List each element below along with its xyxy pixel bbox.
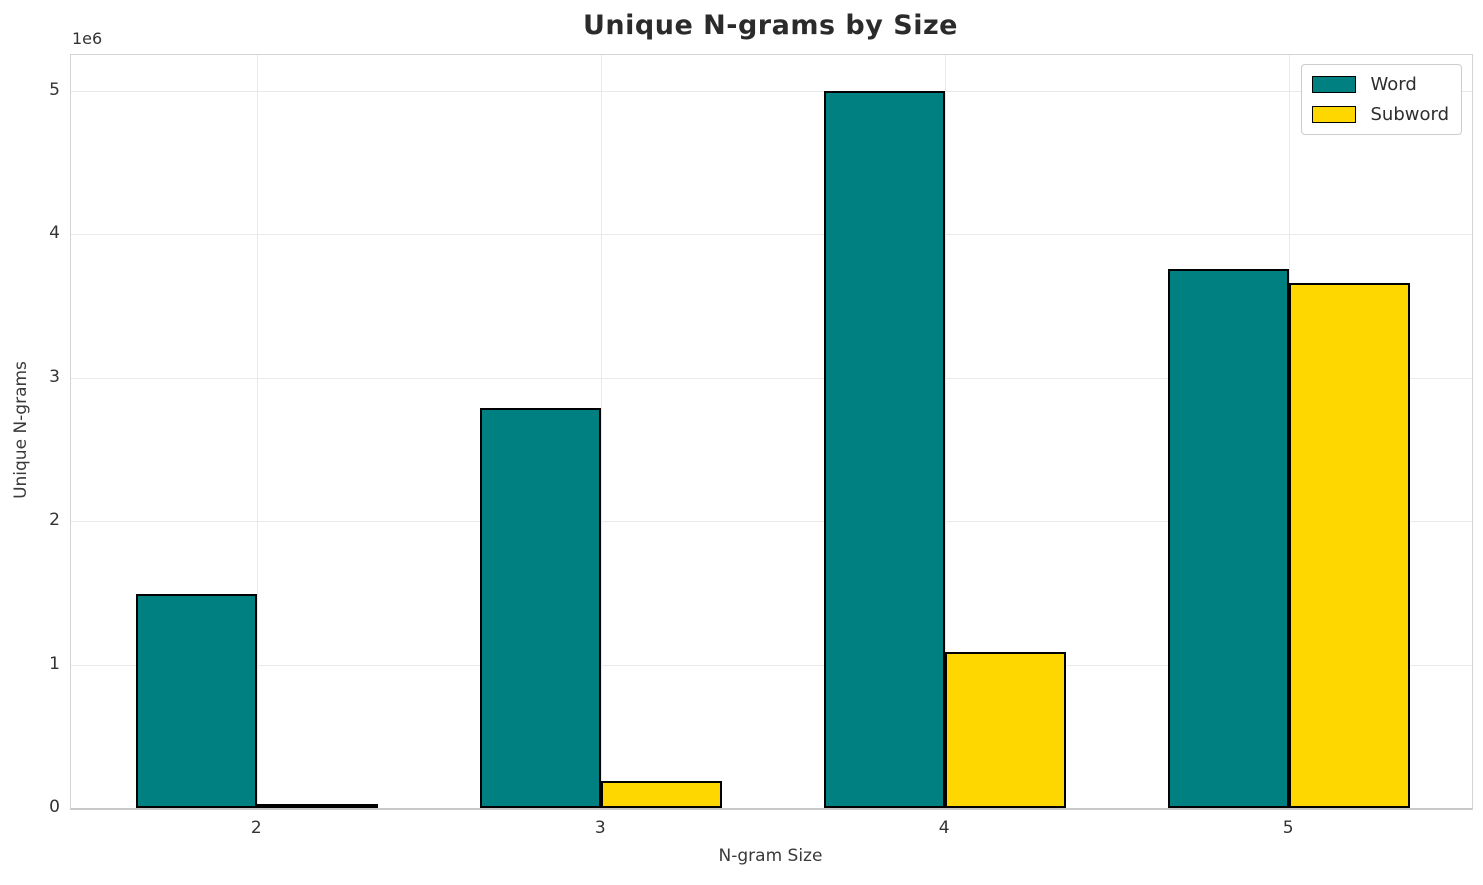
legend: Word Subword [1301,64,1462,135]
gridline-y-4 [71,234,1472,236]
y-tick-label-3: 3 [49,366,60,387]
y-tick-label-4: 4 [49,223,60,244]
gridline-y-3 [71,377,1472,379]
bar-subword-ngram-2 [257,803,379,808]
x-tick-label-5: 5 [1282,818,1294,838]
legend-swatch-subword [1312,106,1357,123]
y-tick-label-2: 2 [49,510,60,531]
bar-word-ngram-5 [1168,268,1290,808]
bar-subword-ngram-5 [1289,283,1411,808]
x-axis-label: N-gram Size [718,846,823,866]
x-tick-label-4: 4 [938,818,950,838]
gridline-y-1 [71,664,1472,666]
plot-area: Word Subword [70,54,1473,810]
gridline-y-2 [71,521,1472,523]
bar-word-ngram-3 [480,407,602,808]
legend-swatch-word [1312,76,1357,93]
chart-title: Unique N-grams by Size [583,10,958,41]
legend-entry-word: Word [1312,74,1449,95]
gridline-y-5 [71,90,1472,92]
x-tick-label-2: 2 [250,818,262,838]
y-tick-label-5: 5 [49,79,60,100]
gridline-x-4 [945,55,947,808]
legend-label-word: Word [1370,74,1417,95]
legend-entry-subword: Subword [1312,104,1449,125]
gridline-x-3 [601,55,603,808]
bar-word-ngram-4 [824,90,946,808]
y-axis-offset-text: 1e6 [72,29,103,48]
y-tick-label-0: 0 [49,797,60,817]
legend-label-subword: Subword [1370,104,1449,125]
gridline-x-2 [257,55,259,808]
x-tick-label-3: 3 [594,818,606,838]
bar-subword-ngram-4 [945,651,1067,808]
bar-subword-ngram-3 [601,780,723,808]
bar-word-ngram-2 [136,594,258,808]
y-tick-label-1: 1 [49,653,60,674]
